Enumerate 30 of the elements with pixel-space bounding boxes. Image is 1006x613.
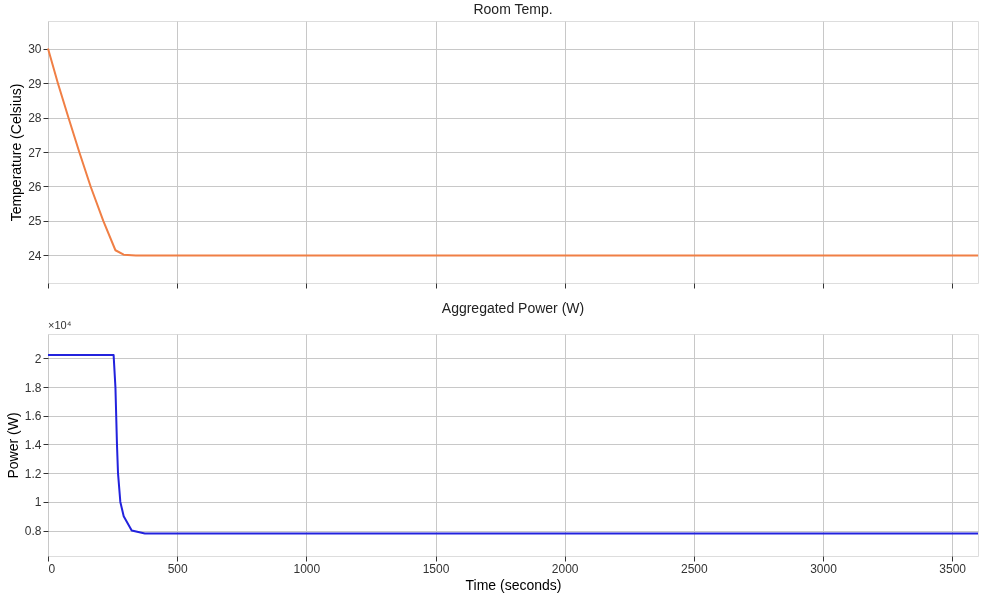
x-tick-label: 2500 [680, 561, 708, 576]
x-axis-title: Time (seconds) [465, 576, 562, 593]
y-tick-label: 24 [28, 248, 42, 263]
chart-title: Aggregated Power (W) [441, 300, 585, 316]
y-tick-label: 1.8 [24, 380, 42, 395]
y-tick-label: 27 [28, 145, 42, 160]
y-tick-label: 1.4 [24, 438, 42, 452]
y-tick-label: 28 [28, 111, 42, 126]
y-tick-label: 26 [28, 179, 42, 194]
x-tick-label: 3500 [939, 561, 967, 576]
chart-title: Room Temp. [473, 1, 553, 17]
x-tick-label: 3000 [810, 561, 838, 576]
x-tick-label: 1000 [293, 561, 321, 576]
y-tick-label: 0.8 [24, 524, 42, 539]
y-tick-label: 29 [28, 76, 42, 91]
y-tick-label: 1.2 [24, 466, 42, 481]
line-series [47, 47, 979, 257]
x-tick-label: 2000 [551, 561, 579, 576]
x-tick-label: 1500 [422, 561, 450, 576]
y-tick-label: 2 [34, 351, 42, 366]
y-tick-label: 25 [28, 214, 42, 229]
y-axis-title: Power (W) [4, 412, 21, 479]
y-tick-label: 1 [34, 495, 42, 510]
y-tick-label: 30 [28, 42, 42, 57]
x-tick-label: 500 [167, 561, 188, 576]
x-tick-label: 0 [48, 561, 56, 576]
line-series [47, 354, 979, 535]
y-axis-title: Temperature (Celsius) [8, 83, 25, 222]
y-tick-label: 1.6 [24, 409, 42, 424]
text: ×10⁴ [48, 319, 72, 331]
